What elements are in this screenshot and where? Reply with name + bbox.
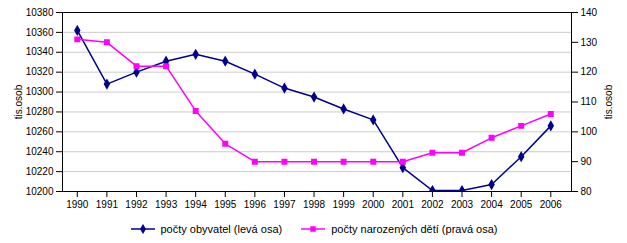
- svg-text:1995: 1995: [214, 199, 237, 210]
- svg-text:10200: 10200: [26, 186, 54, 197]
- html-text:počty obyvatel (levá osa): počty obyvatel (levá osa): [160, 223, 283, 235]
- svg-text:1996: 1996: [244, 199, 267, 210]
- svg-text:120: 120: [581, 66, 598, 77]
- html-text:počty narozených dětí (pravá o: počty narozených dětí (pravá osa): [331, 223, 498, 235]
- svg-text:10280: 10280: [26, 106, 54, 117]
- svg-text:1993: 1993: [155, 199, 178, 210]
- svg-text:90: 90: [581, 156, 593, 167]
- svg-text:10340: 10340: [26, 46, 54, 57]
- svg-text:110: 110: [581, 96, 597, 107]
- svg-text:2000: 2000: [362, 199, 385, 210]
- svg-text:100: 100: [581, 126, 598, 137]
- svg-text:10260: 10260: [26, 126, 54, 137]
- svg-text:2001: 2001: [392, 199, 415, 210]
- svg-text:1997: 1997: [273, 199, 296, 210]
- svg-text:10380: 10380: [26, 7, 54, 18]
- svg-text:10220: 10220: [26, 166, 54, 177]
- svg-text:1990: 1990: [66, 199, 89, 210]
- svg-text:130: 130: [581, 37, 598, 48]
- svg-text:1991: 1991: [96, 199, 119, 210]
- svg-text:1992: 1992: [125, 199, 148, 210]
- svg-text:2005: 2005: [510, 199, 533, 210]
- svg-text:2004: 2004: [480, 199, 503, 210]
- svg-text:2003: 2003: [451, 199, 474, 210]
- svg-text:80: 80: [581, 186, 593, 197]
- svg-text:1994: 1994: [185, 199, 208, 210]
- svg-text:10300: 10300: [26, 86, 54, 97]
- svg-text:2002: 2002: [421, 199, 444, 210]
- svg-text:1999: 1999: [333, 199, 356, 210]
- svg-text:10360: 10360: [26, 27, 54, 38]
- svg-text:2006: 2006: [540, 199, 563, 210]
- svg-text:140: 140: [581, 7, 598, 18]
- svg-text:1998: 1998: [303, 199, 326, 210]
- svg-text:10240: 10240: [26, 146, 54, 157]
- svg-text:tis.osob: tis.osob: [13, 84, 24, 119]
- svg-text:tis.osob: tis.osob: [603, 84, 614, 119]
- svg-text:10320: 10320: [26, 66, 54, 77]
